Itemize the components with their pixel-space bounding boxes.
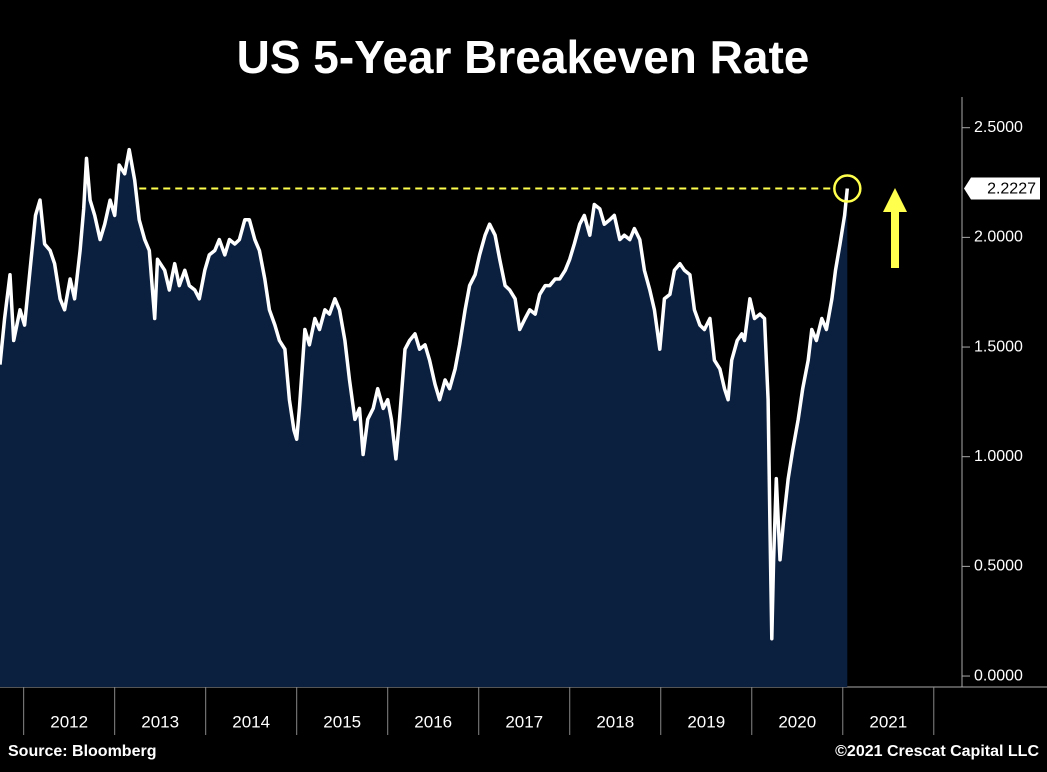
x-tick-label: 2017 (505, 712, 543, 731)
x-tick-label: 2019 (687, 712, 725, 731)
x-tick-label: 2012 (50, 712, 88, 731)
value-label-box (964, 177, 1040, 200)
x-tick-label: 2016 (414, 712, 452, 731)
x-tick-label: 2018 (596, 712, 634, 731)
x-tick-label: 2013 (141, 712, 179, 731)
line (0, 147, 850, 641)
area-fill (0, 149, 848, 688)
y-tick-label: 2.5000 (974, 119, 1023, 136)
x-tick-label: 2020 (778, 712, 816, 731)
copyright: ©2021 Crescat Capital LLC (835, 743, 1039, 760)
plot-area: 0.0000 0.5000 1.0000 1.5000 2.0000 2.5000 2012… (0, 97, 1047, 735)
source: Source: Bloomberg (8, 743, 156, 760)
y-tick-label: 1.5000 (974, 338, 1023, 355)
y-tick-label: 0.5000 (974, 558, 1023, 575)
chart-title: US 5-Year Breakeven Rate (237, 31, 810, 83)
value-label: 2.2227 (987, 181, 1036, 198)
y-tick-label: 0.0000 (974, 667, 1023, 684)
up-arrow (883, 188, 907, 268)
y-tick-label: 1.0000 (974, 448, 1023, 465)
highlight-circle (833, 174, 862, 203)
x-tick-label: 2021 (869, 712, 907, 731)
x-tick-label: 2015 (323, 712, 361, 731)
y-tick-label: 2.0000 (974, 229, 1023, 246)
x-tick-label: 2014 (232, 712, 270, 731)
